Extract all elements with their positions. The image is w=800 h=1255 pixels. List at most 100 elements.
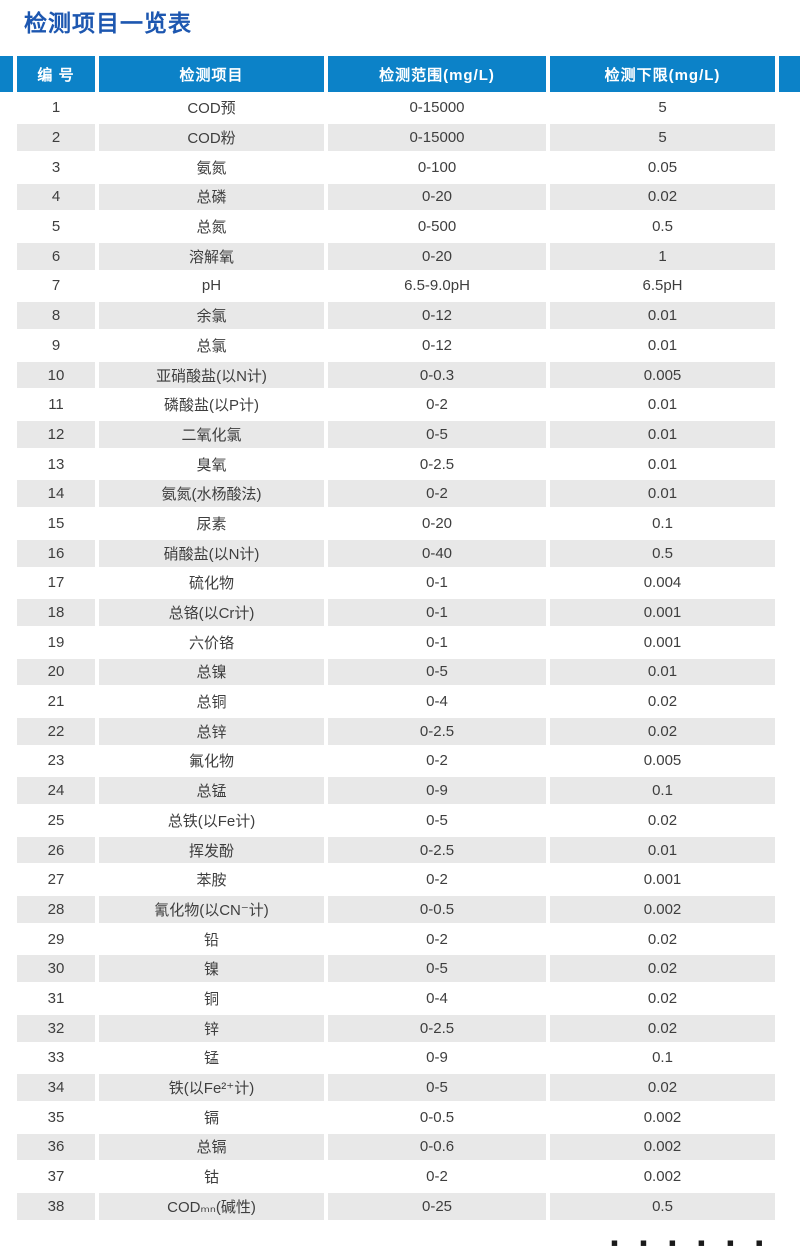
table-row: 21 总铜 0-4 0.02 (0, 687, 800, 717)
row-number-cell: 31 (47, 989, 65, 1007)
item-name-cell: 尿素 (196, 515, 227, 533)
range-cell: 0-5 (328, 1074, 546, 1101)
table-row: 11 磷酸盐(以P计) 0-2 0.01 (0, 390, 800, 420)
lower-limit-cell: 0.001 (643, 633, 682, 651)
row-number-cell: 12 (17, 421, 95, 448)
row-number-cell: 1 (51, 99, 61, 117)
lower-limit-cell: 0.002 (643, 1108, 682, 1126)
lower-limit-cell: 0.002 (550, 1133, 775, 1161)
item-name-cell: 总磷 (99, 183, 324, 211)
row-number-cell: 14 (17, 480, 95, 508)
row-number-cell: 25 (47, 811, 65, 829)
range-cell: 0-2.5 (328, 836, 546, 864)
lower-limit-cell: 0.5 (550, 1192, 775, 1220)
table-row: 37 钴 0-2 0.002 (0, 1162, 800, 1192)
table-row: 14 氨氮(水杨酸法) 0-2 0.01 (0, 479, 800, 509)
range-cell: 0-0.5 (328, 896, 546, 923)
lower-limit-cell: 6.5pH (642, 277, 683, 295)
table-row: 35 镉 0-0.5 0.002 (0, 1102, 800, 1132)
lower-limit-cell: 0.01 (647, 336, 678, 354)
item-name-cell: 锌 (99, 1014, 324, 1042)
lower-limit-cell: 0.005 (550, 361, 775, 389)
lower-limit-cell: 1 (550, 242, 775, 270)
table-row: 19 六价铬 0-1 0.001 (0, 627, 800, 657)
item-name-cell: 硫化物 (188, 575, 234, 593)
range-cell: 0-20 (328, 242, 546, 270)
lower-limit-cell: 5 (658, 99, 667, 117)
row-number-cell: 13 (47, 455, 65, 473)
item-name-cell: 二氧化氯 (99, 421, 324, 448)
item-name-cell: 总铜 (196, 694, 227, 712)
lower-limit-cell: 0.1 (652, 514, 673, 532)
item-name-cell: 硝酸盐(以N计) (99, 539, 324, 567)
table-row: 26 挥发酚 0-2.5 0.01 (0, 835, 800, 865)
item-name-cell: 总铬(以Cr计) (99, 599, 324, 626)
item-name-cell: 臭氧 (196, 456, 227, 474)
range-cell: 0-12 (328, 302, 546, 329)
lower-limit-cell: 5 (550, 124, 775, 151)
range-cell: 0-2.5 (419, 455, 455, 473)
table-row: 8 余氯 0-12 0.01 (0, 301, 800, 331)
item-name-cell: pH (201, 277, 222, 295)
lower-limit-cell: 0.02 (550, 1074, 775, 1101)
lower-limit-cell: 0.01 (550, 302, 775, 329)
item-name-cell: 亚硝酸盐(以N计) (99, 361, 324, 389)
range-cell: 0-5 (328, 955, 546, 983)
row-number-cell: 24 (17, 777, 95, 804)
item-name-cell: CODₘₙ(碱性) (99, 1192, 324, 1220)
table-row: 23 氟化物 0-2 0.005 (0, 746, 800, 776)
row-number-cell: 37 (47, 1168, 65, 1186)
table-row: 1 COD预 0-15000 5 (0, 93, 800, 123)
range-cell: 0-2 (426, 930, 448, 948)
row-number-cell: 6 (17, 242, 95, 270)
lower-limit-cell: 0.002 (550, 896, 775, 923)
row-number-cell: 33 (47, 1049, 65, 1067)
lower-limit-cell: 0.01 (647, 396, 678, 414)
lower-limit-cell: 0.001 (550, 599, 775, 626)
row-number-cell: 28 (17, 896, 95, 923)
table-row: 22 总锌 0-2.5 0.02 (0, 716, 800, 746)
lower-limit-cell: 0.5 (550, 539, 775, 567)
lower-limit-cell: 0.02 (647, 930, 678, 948)
range-cell: 0-4 (426, 989, 448, 1007)
row-number-cell: 5 (51, 218, 61, 236)
table-row: 5 总氮 0-500 0.5 (0, 212, 800, 242)
continuation-dots: ▪ ▪ ▪ ▪ ▪ ▪ (610, 1236, 772, 1249)
row-number-cell: 17 (47, 574, 65, 592)
row-number-cell: 21 (47, 693, 65, 711)
table-row: 12 二氧化氯 0-5 0.01 (0, 420, 800, 450)
item-name-cell: 六价铬 (188, 634, 234, 652)
range-cell: 0-9 (328, 777, 546, 804)
range-cell: 0-2 (426, 1168, 448, 1186)
lower-limit-cell: 0.02 (550, 183, 775, 211)
row-number-cell: 15 (47, 514, 65, 532)
lower-limit-cell: 0.02 (550, 717, 775, 745)
row-number-cell: 27 (47, 871, 65, 889)
item-name-cell: 锰 (203, 1050, 219, 1068)
range-cell: 0-15000 (409, 99, 465, 117)
row-number-cell: 35 (47, 1108, 65, 1126)
range-cell: 0-25 (328, 1192, 546, 1220)
page-title: 检测项目一览表 (24, 10, 192, 36)
lower-limit-cell: 0.1 (550, 777, 775, 804)
lower-limit-cell: 0.002 (643, 1168, 682, 1186)
range-cell: 6.5-9.0pH (404, 277, 470, 295)
lower-limit-cell: 0.1 (652, 1049, 673, 1067)
table-row: 38 CODₘₙ(碱性) 0-25 0.5 (0, 1191, 800, 1221)
lower-limit-cell: 0.02 (550, 1014, 775, 1042)
range-cell: 0-20 (328, 183, 546, 211)
item-name-cell: 磷酸盐(以P计) (164, 397, 259, 415)
lower-limit-cell: 0.02 (647, 811, 678, 829)
table-row: 29 铅 0-2 0.02 (0, 924, 800, 954)
range-cell: 0-2 (426, 752, 448, 770)
item-name-cell: 氟化物 (188, 753, 234, 771)
lower-limit-cell: 0.02 (550, 955, 775, 983)
item-name-cell: 总氮 (196, 219, 227, 237)
item-name-cell: 苯胺 (196, 872, 227, 890)
row-number-cell: 16 (17, 539, 95, 567)
range-cell: 0-12 (421, 336, 453, 354)
table-row: 25 总铁(以Fe计) 0-5 0.02 (0, 806, 800, 836)
item-name-cell: 铁(以Fe²⁺计) (99, 1074, 324, 1101)
row-number-cell: 2 (17, 124, 95, 151)
range-cell: 0-1 (426, 574, 448, 592)
